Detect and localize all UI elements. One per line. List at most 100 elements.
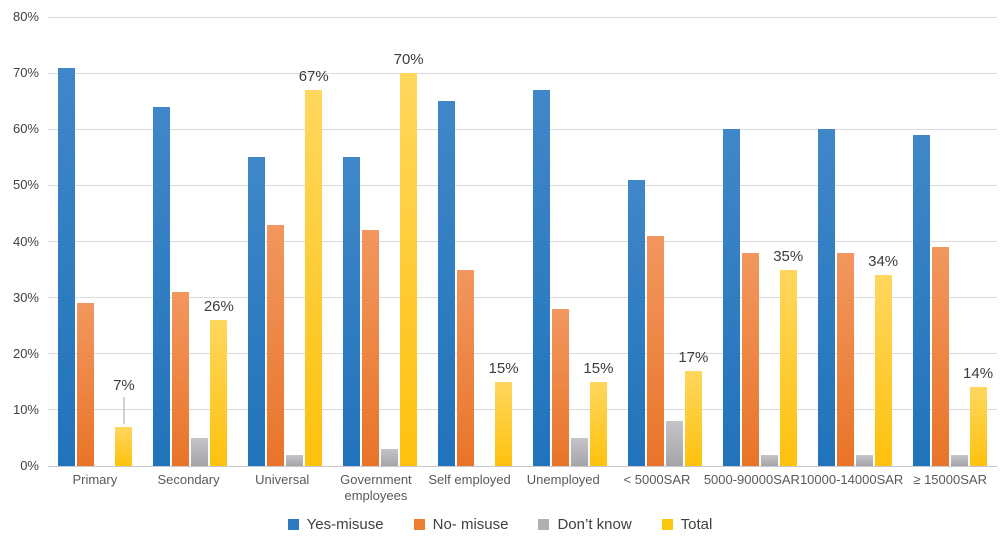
gridline	[48, 241, 997, 242]
legend-label: Total	[680, 516, 713, 533]
data-label: 70%	[393, 51, 424, 69]
bar-no-misuse-7	[741, 252, 759, 466]
y-axis-tick-label: 80%	[12, 9, 39, 24]
bar-no-misuse-5	[551, 308, 569, 466]
label-leader-line	[123, 396, 125, 424]
x-axis-category-label: Secondary	[157, 472, 220, 487]
y-axis-tick-label: 60%	[12, 121, 39, 137]
x-axis-category-label: 10000-14000SAR	[799, 472, 904, 487]
bar-total-6	[684, 370, 702, 466]
bar-total-3	[400, 73, 418, 466]
bar-don-t-know-6	[665, 421, 683, 466]
legend-swatch-icon	[413, 519, 425, 530]
legend-label: Don’t know	[557, 516, 632, 533]
bars	[143, 17, 238, 466]
legend-label: No- misuse	[432, 516, 509, 533]
legend-item: Total	[661, 516, 713, 533]
y-axis-tick-label: 50%	[12, 177, 39, 193]
bars	[238, 17, 333, 466]
x-axis-category-label: < 5000SAR	[623, 472, 691, 487]
legend-swatch-icon	[538, 519, 550, 530]
bars	[617, 17, 712, 466]
gridline	[48, 297, 997, 299]
bars	[48, 17, 143, 466]
x-axis-category-label: Primary	[72, 472, 118, 487]
bar-total-1	[210, 320, 228, 466]
bar-group: 15%	[523, 17, 618, 466]
bar-group: 17%	[617, 17, 712, 466]
legend-swatch-icon	[287, 519, 299, 530]
x-axis-category-label: Universal	[255, 472, 310, 487]
bars	[428, 17, 523, 466]
data-label: 34%	[868, 253, 899, 271]
y-axis-tick-label: 40%	[12, 233, 39, 249]
bar-group: 67%	[238, 17, 333, 466]
data-label: 15%	[488, 359, 519, 377]
y-axis-tick-label: 20%	[12, 345, 39, 361]
bar-don-t-know-1	[191, 437, 209, 466]
bar-no-misuse-6	[646, 235, 664, 466]
plot-area: 0% 10% 20% 30% 40% 50% 60% 70% 80% 7% 26% 67% 70% 15%…	[13, 9, 997, 473]
bar-total-8	[874, 275, 892, 466]
bar-no-misuse-0	[77, 303, 95, 466]
bar-no-misuse-9	[931, 247, 949, 466]
x-axis-category-label: Self employed	[428, 472, 511, 487]
bar-group: 15%	[428, 17, 523, 466]
bar-total-0	[115, 426, 133, 466]
legend-item: No- misuse	[413, 516, 509, 533]
bar-no-misuse-4	[457, 269, 475, 466]
x-axis-category-label: 5000-90000SAR	[703, 472, 800, 487]
bars	[807, 17, 902, 466]
gridline	[48, 128, 997, 130]
legend-item: Yes-misuse	[287, 516, 384, 533]
bar-total-2	[305, 89, 323, 466]
legend: Yes-misuse No- misuse Don’t know Total	[0, 516, 1000, 533]
data-label: 26%	[203, 298, 234, 316]
bars	[712, 17, 807, 466]
bar-group: 70%	[333, 17, 428, 466]
x-axis-category-label: Government employees	[340, 472, 412, 504]
bar-total-5	[589, 381, 607, 466]
gridline	[48, 184, 997, 186]
bar-don-t-know-7	[760, 454, 778, 466]
legend-label: Yes-misuse	[306, 516, 384, 533]
bar-group: 7%	[48, 17, 143, 466]
x-axis-category-label: ≥ 15000SAR	[913, 472, 987, 487]
bar-group: 14%	[902, 17, 997, 466]
x-axis: Primary Secondary Universal Government empl…	[48, 472, 997, 505]
bar-group: 34%	[807, 17, 902, 466]
bar-don-t-know-8	[855, 454, 873, 466]
y-axis-tick-label: 0%	[20, 458, 39, 473]
bar-no-misuse-1	[172, 292, 190, 466]
bar-don-t-know-9	[950, 454, 968, 466]
bar-yes-misuse-6	[627, 179, 645, 466]
bar-group: 26%	[143, 17, 238, 466]
bar-yes-misuse-2	[248, 157, 266, 466]
legend-item: Don’t know	[538, 516, 632, 533]
gridline	[48, 72, 997, 74]
data-label: 67%	[298, 67, 329, 85]
bars	[523, 17, 618, 466]
bar-yes-misuse-7	[722, 129, 740, 466]
bars	[333, 17, 428, 466]
bar-yes-misuse-9	[912, 134, 930, 466]
x-axis-line	[48, 465, 997, 467]
bar-don-t-know-3	[381, 449, 399, 466]
gridline	[48, 16, 997, 18]
bar-yes-misuse-0	[58, 67, 76, 466]
bar-yes-misuse-1	[153, 106, 171, 466]
bar-yes-misuse-5	[532, 89, 550, 466]
gridline	[48, 409, 997, 411]
data-label: 14%	[963, 365, 994, 383]
bar-total-9	[969, 387, 987, 466]
x-axis-category-label: Unemployed	[526, 472, 600, 487]
bar-yes-misuse-4	[438, 101, 456, 466]
bar-group: 35%	[712, 17, 807, 466]
data-label: 7%	[113, 376, 135, 394]
bar-total-7	[779, 269, 797, 466]
bar-yes-misuse-8	[817, 129, 835, 466]
data-label: 17%	[678, 348, 709, 366]
y-axis-tick-label: 70%	[12, 65, 39, 81]
bar-don-t-know-2	[286, 454, 304, 466]
